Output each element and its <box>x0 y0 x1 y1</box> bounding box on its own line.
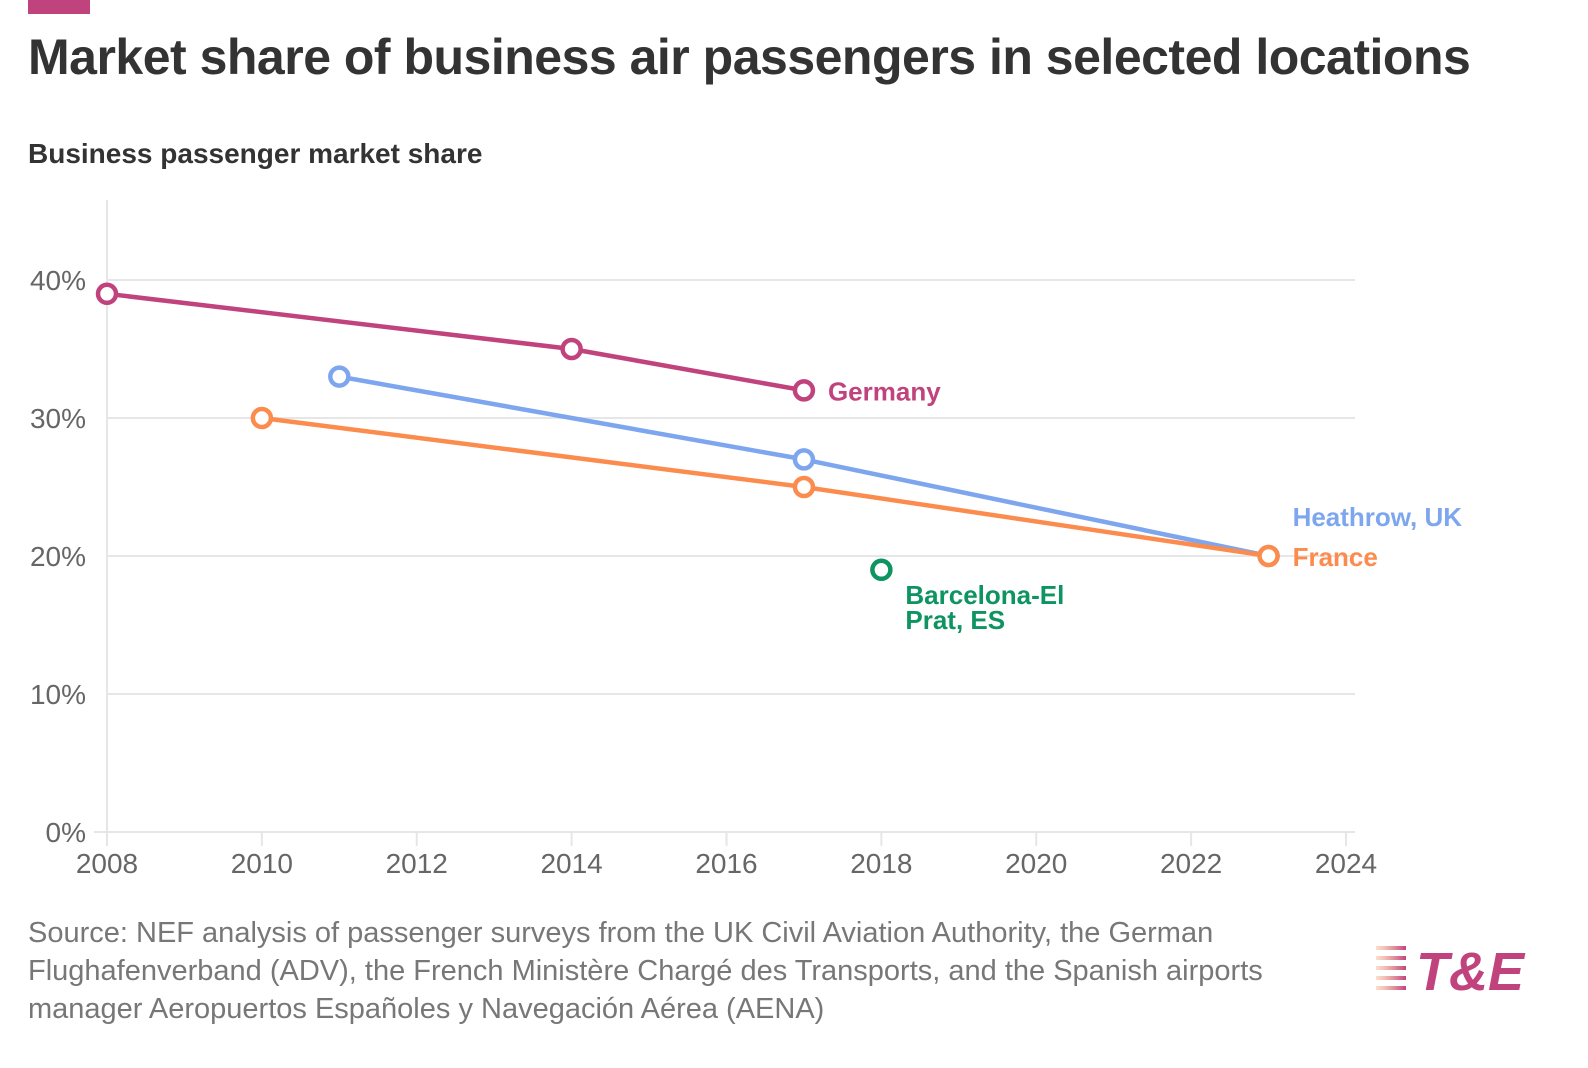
accent-bar <box>28 0 90 14</box>
x-tick-label: 2020 <box>1005 848 1067 879</box>
series-label-germany: Germany <box>828 376 941 406</box>
series-line-france <box>259 415 1271 559</box>
x-tick-label: 2012 <box>386 848 448 879</box>
gridlines <box>107 279 1355 695</box>
series-lines <box>95 282 1280 582</box>
series-label-france: France <box>1293 542 1378 572</box>
y-tick-label: 30% <box>30 403 86 434</box>
x-tick-label: 2016 <box>695 848 757 879</box>
series-line-germany <box>104 291 807 393</box>
source-note: Source: NEF analysis of passenger survey… <box>28 917 1263 1025</box>
data-point-france <box>250 406 274 430</box>
data-point-germany <box>560 337 583 361</box>
x-tick-label: 2014 <box>540 848 602 879</box>
data-point-heathrow-uk <box>328 365 351 388</box>
data-point-heathrow-uk <box>792 448 816 471</box>
te-logo: T&E <box>1376 942 1526 1000</box>
x-tick-label: 2024 <box>1315 848 1377 879</box>
series-label-barcelona-el-prat-es: Barcelona-El Prat, ES <box>905 580 1064 635</box>
logo-stripes-icon <box>1376 946 1406 990</box>
axes: 0% 10% 20% 30% 40% 2008 2010 2012 2014 2016 2018 20… <box>30 200 1377 879</box>
x-tick-label: 2018 <box>850 848 912 879</box>
chart-title: Market share of business air passengers … <box>28 29 1471 85</box>
y-tick-label: 20% <box>30 541 86 572</box>
logo-text: T&E <box>1416 942 1526 1000</box>
y-tick-label: 10% <box>30 679 86 710</box>
series-labels: Germany Heathrow, UK France Barcelona-El Pra… <box>828 376 1462 634</box>
data-point-france <box>1257 544 1280 568</box>
data-point-barcelona-el-prat-es <box>870 558 893 582</box>
x-tick-label: 2010 <box>231 848 293 879</box>
y-tick-label: 40% <box>30 265 86 296</box>
y-tick-label: 0% <box>46 817 86 848</box>
data-point-germany <box>95 282 119 306</box>
data-point-germany <box>792 379 816 402</box>
x-tick-label: 2022 <box>1160 848 1222 879</box>
chart-subtitle: Business passenger market share <box>28 138 483 169</box>
series-label-heathrow-uk: Heathrow, UK <box>1293 502 1463 532</box>
line-chart: 0% 10% 20% 30% 40% 2008 2010 2012 2014 2016 2018 20… <box>30 200 1462 879</box>
x-tick-label: 2008 <box>76 848 138 879</box>
data-point-france <box>792 475 816 499</box>
